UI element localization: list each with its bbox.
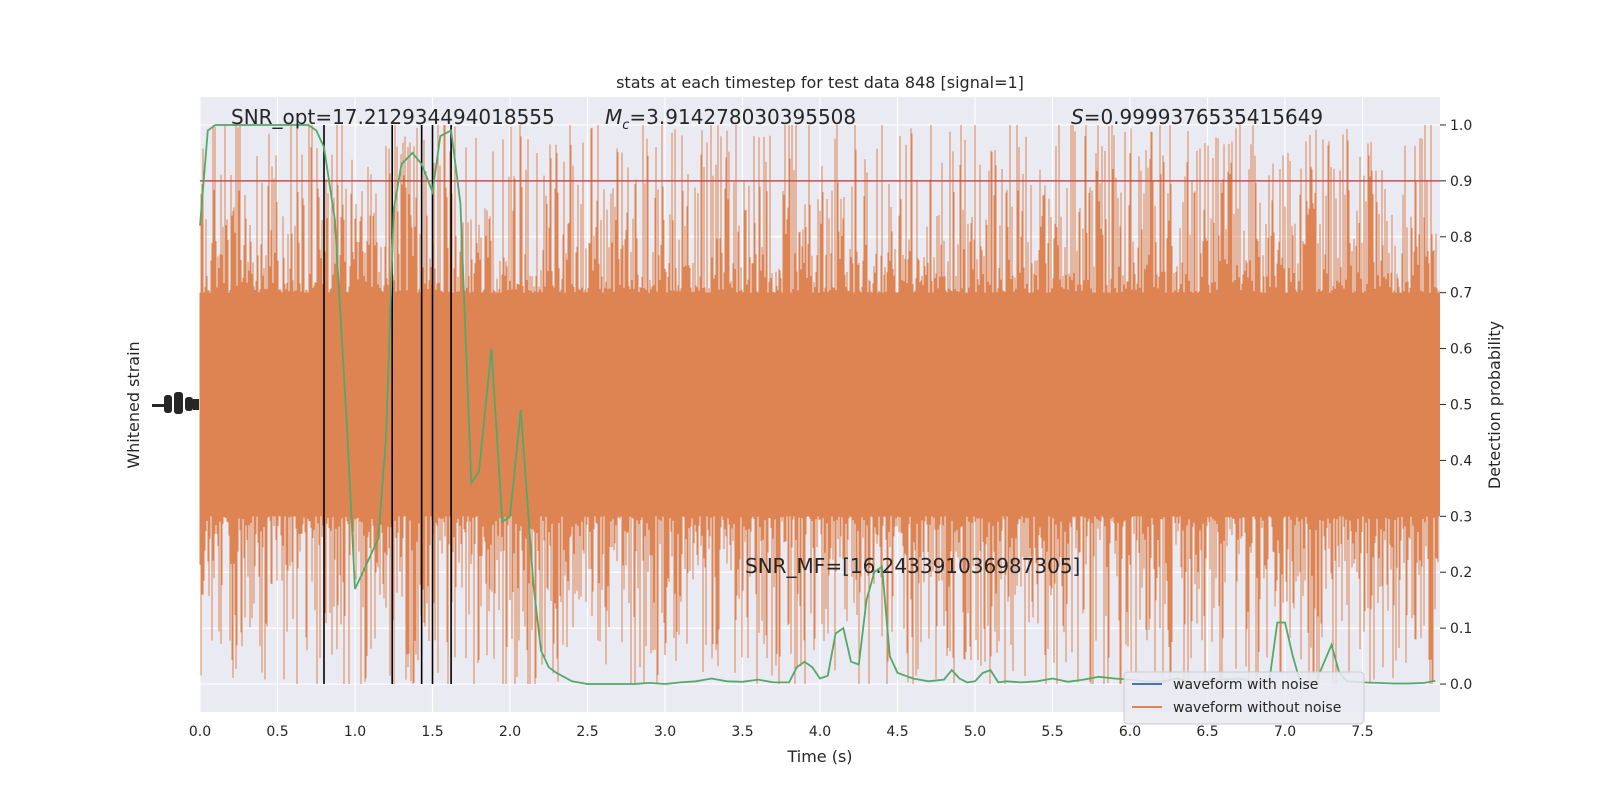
x-axis-label: Time (s) — [786, 747, 852, 766]
snr-mf-annotation: SNR_MF=[16.243391036987305] — [745, 554, 1080, 578]
x-tick-label: 7.0 — [1274, 724, 1296, 740]
x-tick-label: 5.5 — [1041, 724, 1063, 740]
chart-title: stats at each timestep for test data 848… — [616, 73, 1024, 92]
snr-opt-annotation: SNR_opt=17.212934494018555 — [231, 105, 555, 129]
chirp-mass-annotation: Mc=3.914278030395508 — [605, 105, 856, 133]
y-tick-label: 0.2 — [1450, 565, 1472, 581]
x-tick-label: 1.0 — [344, 724, 366, 740]
x-tick-label: 5.0 — [964, 724, 986, 740]
x-tick-label: 0.5 — [266, 724, 288, 740]
strain-series — [199, 125, 1440, 684]
y-tick-label: 0.3 — [1450, 509, 1472, 525]
x-tick-label: 0.0 — [189, 724, 211, 740]
event-lines — [323, 124, 452, 685]
left-axis-ticks-collapsed — [152, 392, 199, 414]
x-tick-label: 6.5 — [1196, 724, 1218, 740]
y-tick-label: 0.0 — [1450, 677, 1472, 693]
x-tick-label: 7.5 — [1351, 724, 1373, 740]
y-tick-label: 0.7 — [1450, 286, 1472, 302]
y-tick-label: 0.8 — [1450, 230, 1472, 246]
x-tick-label: 3.0 — [654, 724, 676, 740]
x-tick-label: 4.5 — [886, 724, 908, 740]
y-tick-label: 0.6 — [1450, 342, 1472, 358]
y-ticks-right: 0.0 0.1 0.2 0.3 0.4 0.5 0.6 0.7 0.8 0.9 1.0 — [1440, 118, 1472, 693]
y-axis-label-right: Detection probability — [1485, 321, 1504, 489]
x-tick-label: 3.5 — [731, 724, 753, 740]
legend: waveform with noise waveform without noi… — [1123, 671, 1365, 725]
y-tick-label: 0.9 — [1450, 174, 1472, 190]
x-tick-label: 1.5 — [421, 724, 443, 740]
x-tick-label: 2.5 — [576, 724, 598, 740]
legend-label-noise: waveform with noise — [1173, 677, 1318, 693]
s-annotation: S=0.9999376535415649 — [1071, 105, 1323, 129]
x-ticks: 0.0 0.5 1.0 1.5 2.0 2.5 3.0 3.5 4.0 4.5 5.0 5.5 6.0 6… — [189, 724, 1374, 740]
y-axis-label-left: Whitened strain — [124, 341, 143, 468]
y-tick-label: 0.4 — [1450, 453, 1472, 469]
strain-spikes — [199, 125, 1440, 684]
x-tick-label: 2.0 — [499, 724, 521, 740]
legend-label-clean: waveform without noise — [1173, 700, 1341, 716]
y-tick-label: 0.1 — [1450, 621, 1472, 637]
y-tick-label: 0.5 — [1450, 398, 1472, 414]
y-tick-label: 1.0 — [1450, 118, 1472, 134]
x-tick-label: 4.0 — [809, 724, 831, 740]
x-tick-label: 6.0 — [1119, 724, 1141, 740]
